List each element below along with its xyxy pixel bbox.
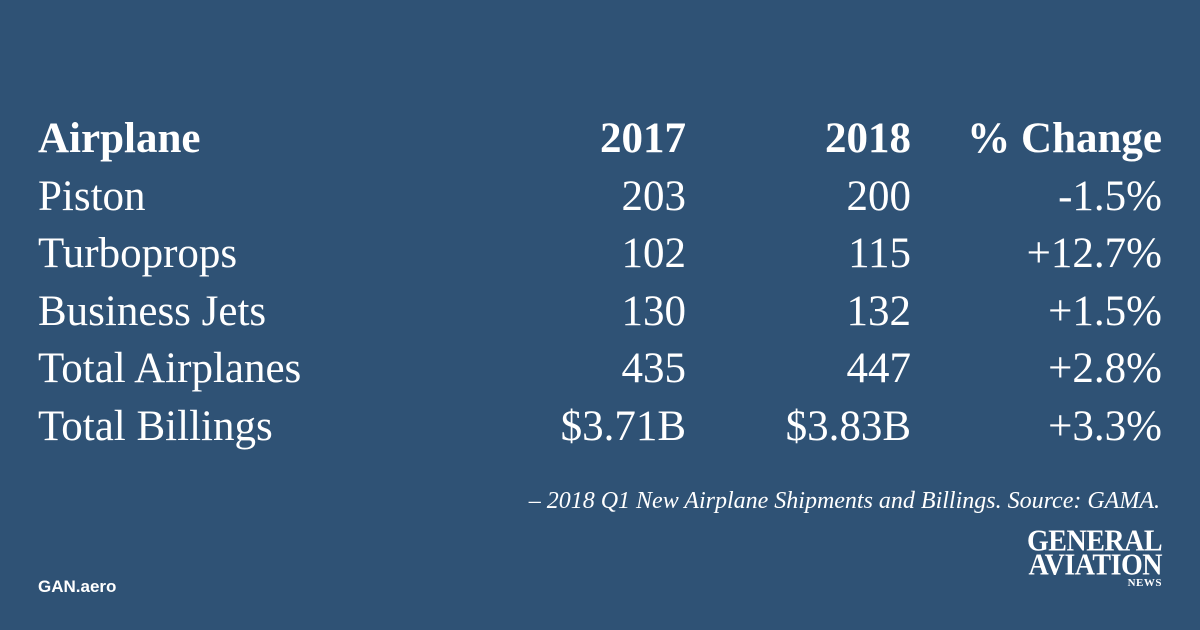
row-label: Turboprops — [38, 230, 238, 277]
row-value-2018: 115 — [848, 230, 911, 277]
row-change: +12.7% — [1026, 230, 1162, 277]
row-value-2018: 200 — [846, 172, 912, 220]
table-row: Total Airplanes 435 447 +2.8% — [38, 340, 1162, 398]
header-airplane: Airplane — [38, 115, 201, 162]
site-url: GAN.aero — [38, 577, 117, 596]
row-value-2017: 102 — [621, 230, 687, 277]
row-change: +2.8% — [1048, 345, 1162, 392]
header-2017: 2017 — [600, 115, 686, 162]
logo-line-general: GENERAL — [1027, 524, 1162, 559]
table-row: Total Billings $3.71B $3.83B +3.3% — [38, 398, 1162, 456]
header-change: % Change — [967, 115, 1162, 162]
header-2018: 2018 — [825, 115, 911, 162]
row-value-2017: 435 — [621, 345, 687, 392]
shipments-table: Airplane 2017 2018 % Change Piston 203 2… — [38, 110, 1162, 455]
table-header-row: Airplane 2017 2018 % Change — [38, 110, 1162, 168]
logo-line-aviation: AVIATION — [1028, 548, 1163, 583]
row-label: Piston — [38, 172, 146, 220]
row-value-2018: 132 — [846, 287, 912, 335]
row-change: +3.3% — [1048, 402, 1162, 450]
row-value-2018: 447 — [846, 345, 912, 392]
row-value-2018: $3.83B — [785, 402, 911, 450]
table-row: Piston 203 200 -1.5% — [38, 168, 1162, 226]
row-value-2017: $3.71B — [560, 402, 686, 450]
row-label: Business Jets — [38, 287, 267, 335]
row-change: +1.5% — [1048, 287, 1162, 335]
table-row: Business Jets 130 132 +1.5% — [38, 283, 1162, 341]
row-value-2017: 203 — [621, 172, 687, 220]
general-aviation-news-logo: GENERAL AVIATION NEWS — [1012, 524, 1163, 589]
row-label: Total Billings — [38, 402, 273, 450]
row-value-2017: 130 — [621, 287, 687, 335]
row-label: Total Airplanes — [38, 345, 302, 392]
row-change: -1.5% — [1058, 172, 1162, 220]
source-note: – 2018 Q1 New Airplane Shipments and Bil… — [528, 488, 1160, 514]
logo-line-news: NEWS — [1127, 577, 1162, 589]
table-row: Turboprops 102 115 +12.7% — [38, 225, 1162, 283]
